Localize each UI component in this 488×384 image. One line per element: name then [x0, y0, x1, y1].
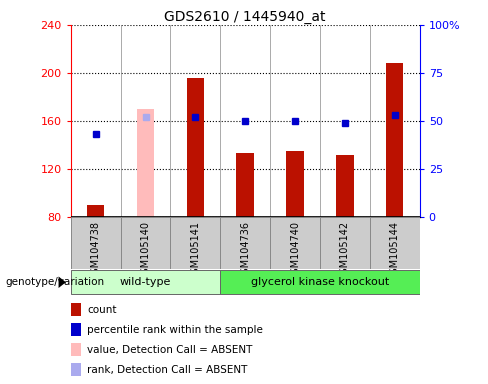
Text: wild-type: wild-type — [120, 277, 171, 287]
Text: GSM105142: GSM105142 — [340, 221, 350, 280]
Text: GSM105144: GSM105144 — [390, 221, 400, 280]
Text: rank, Detection Call = ABSENT: rank, Detection Call = ABSENT — [87, 364, 248, 375]
Bar — [170, 217, 220, 269]
Bar — [270, 217, 320, 269]
Text: genotype/variation: genotype/variation — [5, 277, 104, 287]
Text: value, Detection Call = ABSENT: value, Detection Call = ABSENT — [87, 344, 253, 355]
Title: GDS2610 / 1445940_at: GDS2610 / 1445940_at — [164, 10, 326, 24]
Bar — [186, 78, 204, 217]
Text: count: count — [87, 305, 117, 315]
Text: GSM104736: GSM104736 — [240, 221, 250, 280]
Text: GSM104738: GSM104738 — [91, 221, 101, 280]
Bar — [121, 217, 170, 269]
Bar — [137, 109, 154, 217]
Bar — [87, 205, 104, 217]
Text: GSM105140: GSM105140 — [141, 221, 150, 280]
Text: GSM105141: GSM105141 — [190, 221, 201, 280]
Text: GSM104740: GSM104740 — [290, 221, 300, 280]
Text: percentile rank within the sample: percentile rank within the sample — [87, 324, 263, 335]
Text: glycerol kinase knockout: glycerol kinase knockout — [251, 277, 389, 287]
Bar — [336, 155, 354, 217]
Bar — [386, 63, 404, 217]
Bar — [286, 151, 304, 217]
Bar — [320, 217, 370, 269]
Bar — [220, 270, 420, 295]
Bar — [370, 217, 420, 269]
Bar — [237, 153, 254, 217]
Polygon shape — [59, 276, 66, 288]
Bar — [220, 217, 270, 269]
Bar — [71, 217, 121, 269]
Bar — [71, 270, 220, 295]
